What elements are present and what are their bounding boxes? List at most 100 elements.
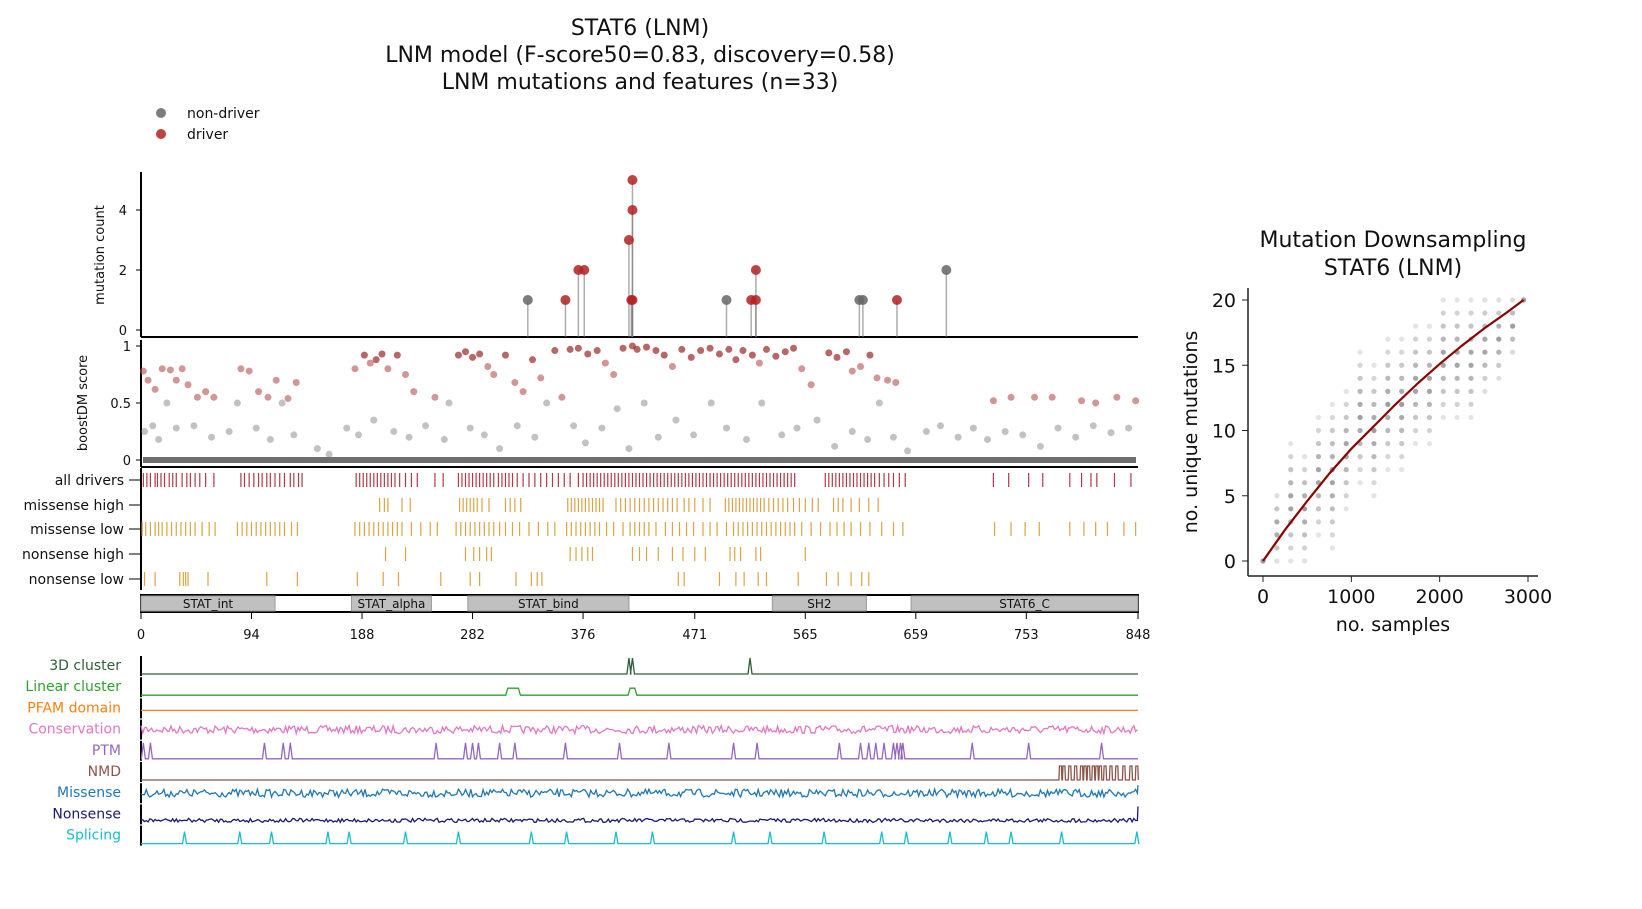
downsampling-point [1482, 375, 1488, 381]
boostdm-point-driver [610, 371, 618, 378]
boostdm-point-non-driver [1089, 422, 1097, 430]
downsampling-point [1468, 401, 1474, 407]
lollipop-head-non-driver [941, 265, 952, 275]
boostdm-point-driver [584, 350, 592, 358]
downsampling-point [1482, 388, 1488, 394]
boostdm-point-driver [989, 397, 997, 405]
domain-xtick-label: 282 [460, 628, 485, 643]
boostdm-point-driver [807, 381, 815, 389]
feature-label: PFAM domain [27, 700, 121, 716]
boostdm-point-driver [264, 393, 272, 401]
feature-line [141, 687, 1138, 696]
boostdm-point-non-driver [543, 399, 551, 407]
boostdm-point-driver [193, 393, 201, 401]
downsampling-point [1315, 454, 1322, 460]
downsampling-point [1510, 349, 1516, 355]
boostdm-point-non-driver [936, 422, 944, 430]
track-label: nonsense high [22, 547, 124, 563]
downsampling-point [1302, 493, 1308, 499]
lollipop-head-driver [750, 265, 761, 275]
downsampling-point [1412, 362, 1419, 368]
downsampling-point [1496, 323, 1502, 329]
domain-xtick-label: 848 [1126, 628, 1151, 643]
downsampling-ytick-label: 0 [1224, 551, 1236, 573]
boostdm-point-non-driver [742, 435, 750, 443]
boostdm-point-driver [469, 353, 477, 361]
downsampling-point [1329, 454, 1335, 460]
downsampling-point [1412, 427, 1419, 434]
boostdm-point-non-driver [778, 431, 786, 439]
boostdm-plot: 00.51 [110, 340, 1140, 469]
downsampling-point [1496, 310, 1502, 316]
downsampling-point [1426, 401, 1433, 407]
downsampling-xtick-label: 1000 [1327, 586, 1375, 608]
downsampling-point [1510, 336, 1516, 342]
boostdm-point-non-driver [440, 435, 448, 443]
downsampling-point [1454, 375, 1460, 381]
downsampling-point [1385, 440, 1391, 447]
downsampling-point [1412, 375, 1419, 381]
boostdm-point-non-driver [252, 424, 260, 432]
boostdm-point-non-driver [904, 447, 912, 455]
downsampling-point [1399, 414, 1405, 421]
boostdm-point-driver [202, 388, 210, 396]
boostdm-point-driver [1092, 399, 1100, 407]
boostdm-point-non-driver [531, 433, 539, 441]
boostdm-point-non-driver [480, 431, 488, 439]
boostdm-point-non-driver [496, 445, 504, 453]
boostdm-point-driver [574, 344, 582, 352]
lollipop-head-driver [627, 295, 638, 305]
boostdm-point-non-driver [172, 424, 180, 432]
boostdm-point-driver [237, 365, 245, 373]
boostdm-point-driver [511, 378, 519, 386]
downsampling-point [1510, 323, 1516, 329]
feature-line [141, 765, 1139, 781]
boostdm-point-driver [601, 359, 609, 367]
boostdm-point-non-driver [390, 428, 398, 435]
downsampling-point [1412, 388, 1419, 394]
boostdm-point-non-driver [405, 433, 413, 441]
boostdm-point-non-driver [1001, 428, 1009, 435]
lollipop-head-driver [627, 175, 638, 185]
boostdm-point-driver [798, 365, 806, 373]
downsampling-point [1357, 480, 1363, 486]
legend-label-non-driver: non-driver [187, 106, 260, 122]
title-line-2: LNM model (F-score50=0.83, discovery=0.5… [385, 43, 895, 68]
downsampling-point [1357, 388, 1363, 394]
boostdm-point-non-driver [793, 424, 801, 432]
boostdm-point-driver [366, 359, 374, 367]
downsampling-xlabel: no. samples [1336, 614, 1450, 636]
boostdm-point-non-driver [1019, 431, 1027, 439]
downsampling-point [1454, 297, 1460, 303]
boostdm-point-driver [178, 365, 186, 373]
boostdm-point-non-driver [831, 442, 839, 450]
downsampling-point [1385, 467, 1391, 473]
downsampling-point [1329, 427, 1335, 434]
downsampling-point [1412, 336, 1419, 342]
downsampling-point [1454, 388, 1460, 394]
boostdm-point-non-driver [141, 428, 149, 435]
downsampling-point [1302, 558, 1308, 564]
domain-xtick-label: 753 [1014, 628, 1039, 643]
lollipop-head-driver [750, 295, 761, 305]
boostdm-point-non-driver [758, 399, 766, 407]
main-title: STAT6 (LNM) LNM model (F-score50=0.83, d… [385, 16, 895, 95]
boostdm-point-driver [706, 344, 714, 352]
downsampling-point [1385, 336, 1391, 342]
boostdm-point-non-driver [466, 424, 474, 432]
downsampling-point [1412, 401, 1419, 407]
downsampling-point [1399, 454, 1405, 460]
lollipop-head-driver [891, 295, 902, 305]
boostdm-point-driver [151, 385, 159, 393]
downsampling-point [1302, 519, 1308, 525]
boostdm-point-driver [755, 359, 763, 367]
boostdm-point-driver [1113, 393, 1121, 401]
boostdm-point-driver [687, 353, 695, 361]
downsampling-point [1482, 349, 1488, 355]
boostdm-point-driver [866, 351, 874, 359]
boostdm-point-driver [1078, 397, 1086, 405]
downsampling-point [1399, 362, 1405, 368]
downsampling-ytick-label: 10 [1212, 421, 1236, 443]
boostdm-point-driver [790, 344, 798, 352]
